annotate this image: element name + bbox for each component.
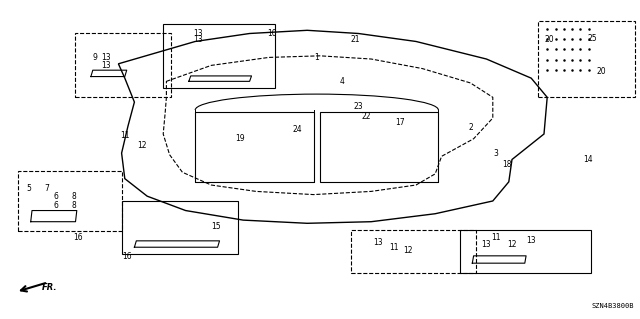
- Bar: [351, 230, 476, 273]
- Text: 14: 14: [582, 155, 593, 164]
- Text: 3: 3: [493, 149, 499, 158]
- Text: 9: 9: [92, 53, 97, 62]
- Text: 8: 8: [71, 192, 76, 201]
- Text: 6: 6: [54, 201, 59, 210]
- Text: 12: 12: [404, 246, 413, 255]
- Text: 19: 19: [235, 134, 245, 143]
- Text: 17: 17: [395, 118, 405, 127]
- Text: 20: 20: [544, 35, 554, 44]
- Bar: [538, 21, 635, 97]
- Text: 15: 15: [211, 222, 221, 231]
- Text: 10: 10: [267, 29, 277, 38]
- Text: 11: 11: [120, 131, 129, 140]
- Text: 20: 20: [596, 67, 607, 76]
- Text: 2: 2: [468, 123, 473, 132]
- Text: 12: 12: [138, 141, 147, 150]
- Text: 22: 22: [362, 112, 371, 121]
- Text: 6: 6: [54, 192, 59, 201]
- Text: 13: 13: [193, 35, 204, 44]
- Text: 8: 8: [71, 201, 76, 210]
- Text: 13: 13: [372, 238, 383, 247]
- Text: 11: 11: [389, 243, 398, 252]
- Text: 18: 18: [502, 160, 511, 169]
- Text: 13: 13: [100, 53, 111, 62]
- Bar: [122, 201, 238, 254]
- Text: 21: 21: [351, 35, 360, 44]
- Bar: [18, 171, 122, 231]
- Text: 5: 5: [26, 184, 31, 193]
- Text: 7: 7: [44, 184, 49, 193]
- Bar: [75, 33, 171, 97]
- Text: 13: 13: [481, 240, 492, 249]
- Text: 13: 13: [526, 236, 536, 245]
- Bar: [460, 230, 591, 273]
- Text: 16: 16: [73, 233, 83, 242]
- Text: 25: 25: [587, 34, 597, 43]
- Text: 16: 16: [122, 252, 132, 261]
- Text: 13: 13: [100, 61, 111, 70]
- Text: 12: 12: [508, 240, 516, 249]
- Bar: [163, 24, 275, 88]
- Text: 23: 23: [353, 102, 364, 111]
- Text: SZN4B3800B: SZN4B3800B: [591, 303, 634, 309]
- Text: 24: 24: [292, 125, 303, 134]
- Text: 13: 13: [193, 29, 204, 38]
- Text: FR.: FR.: [42, 283, 57, 292]
- Text: 1: 1: [314, 53, 319, 62]
- Text: 4: 4: [340, 77, 345, 86]
- Text: 11: 11: [492, 233, 500, 242]
